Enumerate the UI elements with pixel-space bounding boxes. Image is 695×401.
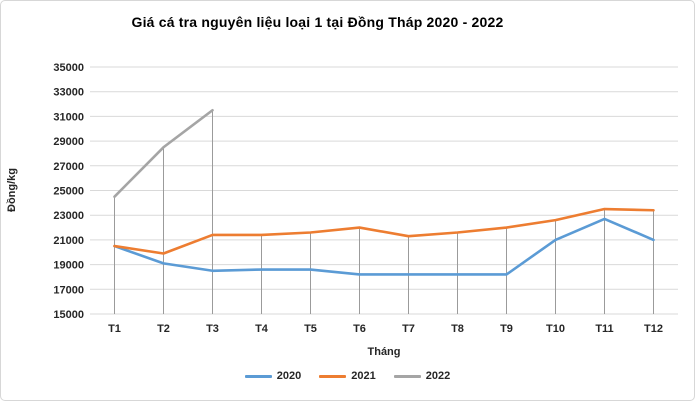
- y-tick-label: 23000: [53, 210, 84, 222]
- legend-item-2021: 2021: [319, 370, 376, 382]
- y-tick-label: 27000: [53, 161, 84, 173]
- x-tick-label: T5: [304, 323, 317, 335]
- series-line-2021: [113, 207, 655, 255]
- x-tick-label: T12: [644, 323, 663, 335]
- series-line-2020: [113, 217, 655, 276]
- x-tick-label: T4: [255, 323, 269, 335]
- legend-line-sample-2022: [393, 374, 421, 378]
- legend-label: 2022: [425, 370, 451, 382]
- x-axis-title: Tháng: [367, 346, 401, 358]
- x-tick-label: T1: [108, 323, 121, 335]
- y-tick-label: 35000: [53, 62, 84, 74]
- x-tick-label: T10: [546, 323, 565, 335]
- x-tick-label: T9: [500, 323, 513, 335]
- legend: 2020 2021 2022: [1, 370, 694, 382]
- legend-item-2022: 2022: [393, 370, 451, 382]
- x-tick-label: T3: [206, 323, 219, 335]
- y-tick-label: 19000: [53, 260, 84, 272]
- x-tick-label: T2: [157, 323, 170, 335]
- y-tick-label: 17000: [53, 284, 84, 296]
- y-tick-label: 31000: [53, 111, 84, 123]
- x-tick-label: T6: [353, 323, 366, 335]
- legend-line-sample-2020: [244, 374, 272, 378]
- y-tick-label: 33000: [53, 87, 84, 99]
- series-line-2022: [113, 108, 214, 198]
- legend-item-2020: 2020: [244, 370, 302, 382]
- y-tick-label: 15000: [53, 309, 84, 321]
- legend-label: 2021: [351, 370, 376, 382]
- chart-title: Giá cá tra nguyên liệu loại 1 tại Đồng T…: [131, 14, 504, 30]
- y-tick-label: 21000: [53, 235, 84, 247]
- x-tick-label: T7: [402, 323, 415, 335]
- y-tick-label: 29000: [53, 136, 84, 148]
- y-tick-label: 25000: [53, 186, 84, 198]
- x-tick-label: T11: [595, 323, 613, 335]
- x-tick-label: T8: [451, 323, 464, 335]
- legend-line-sample-2021: [319, 374, 347, 378]
- legend-label: 2020: [276, 370, 302, 382]
